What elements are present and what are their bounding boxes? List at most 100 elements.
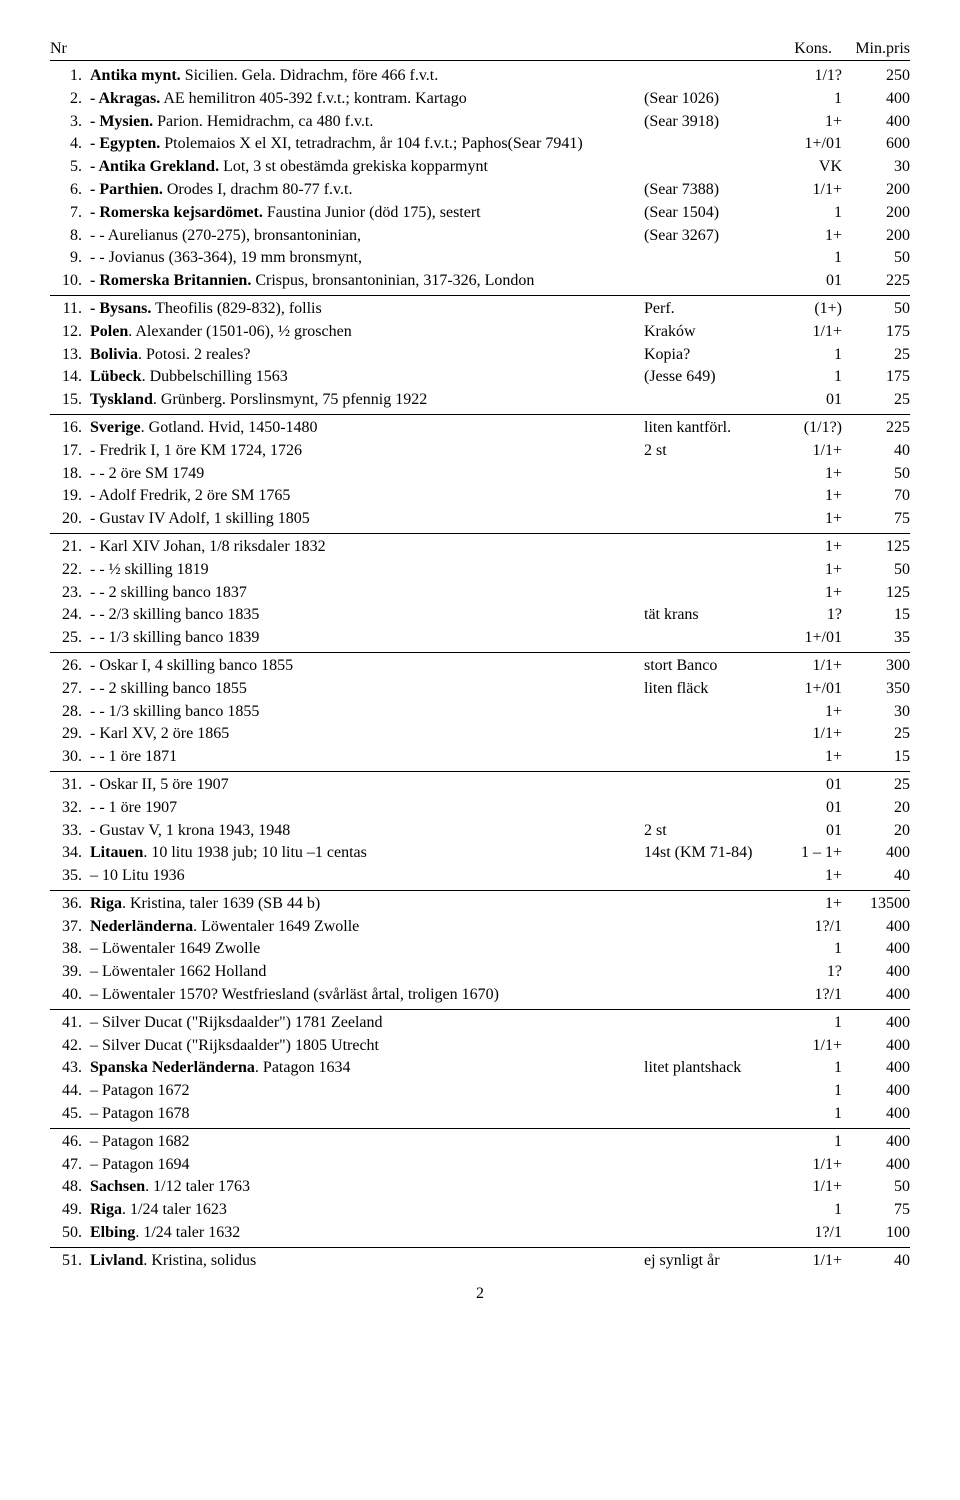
row-note <box>644 1013 782 1034</box>
table-row: 9.- - Jovianus (363-364), 19 mm bronsmyn… <box>50 247 910 270</box>
row-note <box>644 917 782 938</box>
table-row: 38.– Löwentaler 1649 Zwolle1400 <box>50 938 910 961</box>
row-minpris: 350 <box>850 679 910 700</box>
row-note <box>644 271 782 292</box>
row-kons: 01 <box>782 390 850 411</box>
row-minpris: 50 <box>850 560 910 581</box>
row-description: - Egypten. Ptolemaios X el XI, tetradrac… <box>90 134 644 155</box>
row-kons: 1+ <box>782 464 850 485</box>
table-row: 42.– Silver Ducat ("Rijksdaalder") 1805 … <box>50 1035 910 1058</box>
row-note: tät krans <box>644 605 782 626</box>
row-number: 26. <box>50 656 90 677</box>
row-kons: 1+ <box>782 747 850 768</box>
row-note <box>644 628 782 649</box>
row-note <box>644 1104 782 1125</box>
row-number: 7. <box>50 203 90 224</box>
row-kons: 1+ <box>782 866 850 887</box>
row-number: 50. <box>50 1223 90 1244</box>
row-kons: 1/1+ <box>782 656 850 677</box>
row-description: Sverige. Gotland. Hvid, 1450-1480 <box>90 418 644 439</box>
row-description: Lübeck. Dubbelschilling 1563 <box>90 367 644 388</box>
table-row: 24.- - 2/3 skilling banco 1835tät krans1… <box>50 604 910 627</box>
row-kons: 1 <box>782 1104 850 1125</box>
table-row: 14.Lübeck. Dubbelschilling 1563(Jesse 64… <box>50 366 910 389</box>
row-minpris: 175 <box>850 367 910 388</box>
row-number: 8. <box>50 226 90 247</box>
table-header: Nr Kons. Min.pris <box>50 40 910 61</box>
row-note: (Sear 1026) <box>644 89 782 110</box>
table-row: 46.– Patagon 16821400 <box>50 1131 910 1154</box>
row-number: 49. <box>50 1200 90 1221</box>
row-minpris: 75 <box>850 1200 910 1221</box>
table-row: 33.- Gustav V, 1 krona 1943, 19482 st012… <box>50 820 910 843</box>
row-number: 40. <box>50 985 90 1006</box>
row-minpris: 400 <box>850 1155 910 1176</box>
row-kons: 01 <box>782 798 850 819</box>
row-note: (Jesse 649) <box>644 367 782 388</box>
row-number: 19. <box>50 486 90 507</box>
header-nr: Nr <box>50 40 90 58</box>
row-minpris: 15 <box>850 747 910 768</box>
row-note <box>644 464 782 485</box>
row-kons: 1+/01 <box>782 679 850 700</box>
row-note: stort Banco <box>644 656 782 677</box>
row-kons: 1/1+ <box>782 180 850 201</box>
row-note: Perf. <box>644 299 782 320</box>
row-minpris: 40 <box>850 1251 910 1272</box>
row-kons: 01 <box>782 775 850 796</box>
row-minpris: 400 <box>850 1036 910 1057</box>
row-minpris: 70 <box>850 486 910 507</box>
row-minpris: 75 <box>850 509 910 530</box>
row-number: 14. <box>50 367 90 388</box>
row-note <box>644 702 782 723</box>
row-note <box>644 537 782 558</box>
row-number: 31. <box>50 775 90 796</box>
row-number: 42. <box>50 1036 90 1057</box>
group-divider <box>50 771 910 772</box>
table-row: 11.- Bysans. Theofilis (829-832), follis… <box>50 298 910 321</box>
row-minpris: 50 <box>850 464 910 485</box>
row-kons: 1/1+ <box>782 1177 850 1198</box>
row-description: – Patagon 1678 <box>90 1104 644 1125</box>
row-minpris: 25 <box>850 345 910 366</box>
table-row: 6.- Parthien. Orodes I, drachm 80-77 f.v… <box>50 179 910 202</box>
row-number: 33. <box>50 821 90 842</box>
row-description: – Patagon 1682 <box>90 1132 644 1153</box>
row-description: Nederländerna. Löwentaler 1649 Zwolle <box>90 917 644 938</box>
row-note <box>644 866 782 887</box>
row-description: – Löwentaler 1570? Westfriesland (svårlä… <box>90 985 644 1006</box>
row-description: - Romerska kejsardömet. Faustina Junior … <box>90 203 644 224</box>
row-kons: 1 <box>782 248 850 269</box>
table-row: 10.- Romerska Britannien. Crispus, brons… <box>50 270 910 293</box>
row-number: 28. <box>50 702 90 723</box>
row-note <box>644 486 782 507</box>
row-number: 48. <box>50 1177 90 1198</box>
row-number: 46. <box>50 1132 90 1153</box>
row-description: – Löwentaler 1649 Zwolle <box>90 939 644 960</box>
table-row: 48.Sachsen. 1/12 taler 17631/1+50 <box>50 1176 910 1199</box>
table-row: 41.– Silver Ducat ("Rijksdaalder") 1781 … <box>50 1012 910 1035</box>
row-minpris: 400 <box>850 1081 910 1102</box>
row-kons: (1/1?) <box>782 418 850 439</box>
row-note: 2 st <box>644 441 782 462</box>
row-minpris: 40 <box>850 866 910 887</box>
row-number: 20. <box>50 509 90 530</box>
row-description: - - ½ skilling 1819 <box>90 560 644 581</box>
row-minpris: 50 <box>850 248 910 269</box>
row-description: - Fredrik I, 1 öre KM 1724, 1726 <box>90 441 644 462</box>
row-kons: 1/1+ <box>782 1036 850 1057</box>
group-divider <box>50 295 910 296</box>
group-divider <box>50 533 910 534</box>
table-row: 34.Litauen. 10 litu 1938 jub; 10 litu –1… <box>50 842 910 865</box>
row-description: - Oskar II, 5 öre 1907 <box>90 775 644 796</box>
row-number: 41. <box>50 1013 90 1034</box>
row-minpris: 35 <box>850 628 910 649</box>
row-description: - Parthien. Orodes I, drachm 80-77 f.v.t… <box>90 180 644 201</box>
group-divider <box>50 1009 910 1010</box>
row-kons: 01 <box>782 271 850 292</box>
row-note: 14st (KM 71-84) <box>644 843 782 864</box>
row-number: 37. <box>50 917 90 938</box>
row-minpris: 300 <box>850 656 910 677</box>
row-note: liten fläck <box>644 679 782 700</box>
row-minpris: 25 <box>850 724 910 745</box>
